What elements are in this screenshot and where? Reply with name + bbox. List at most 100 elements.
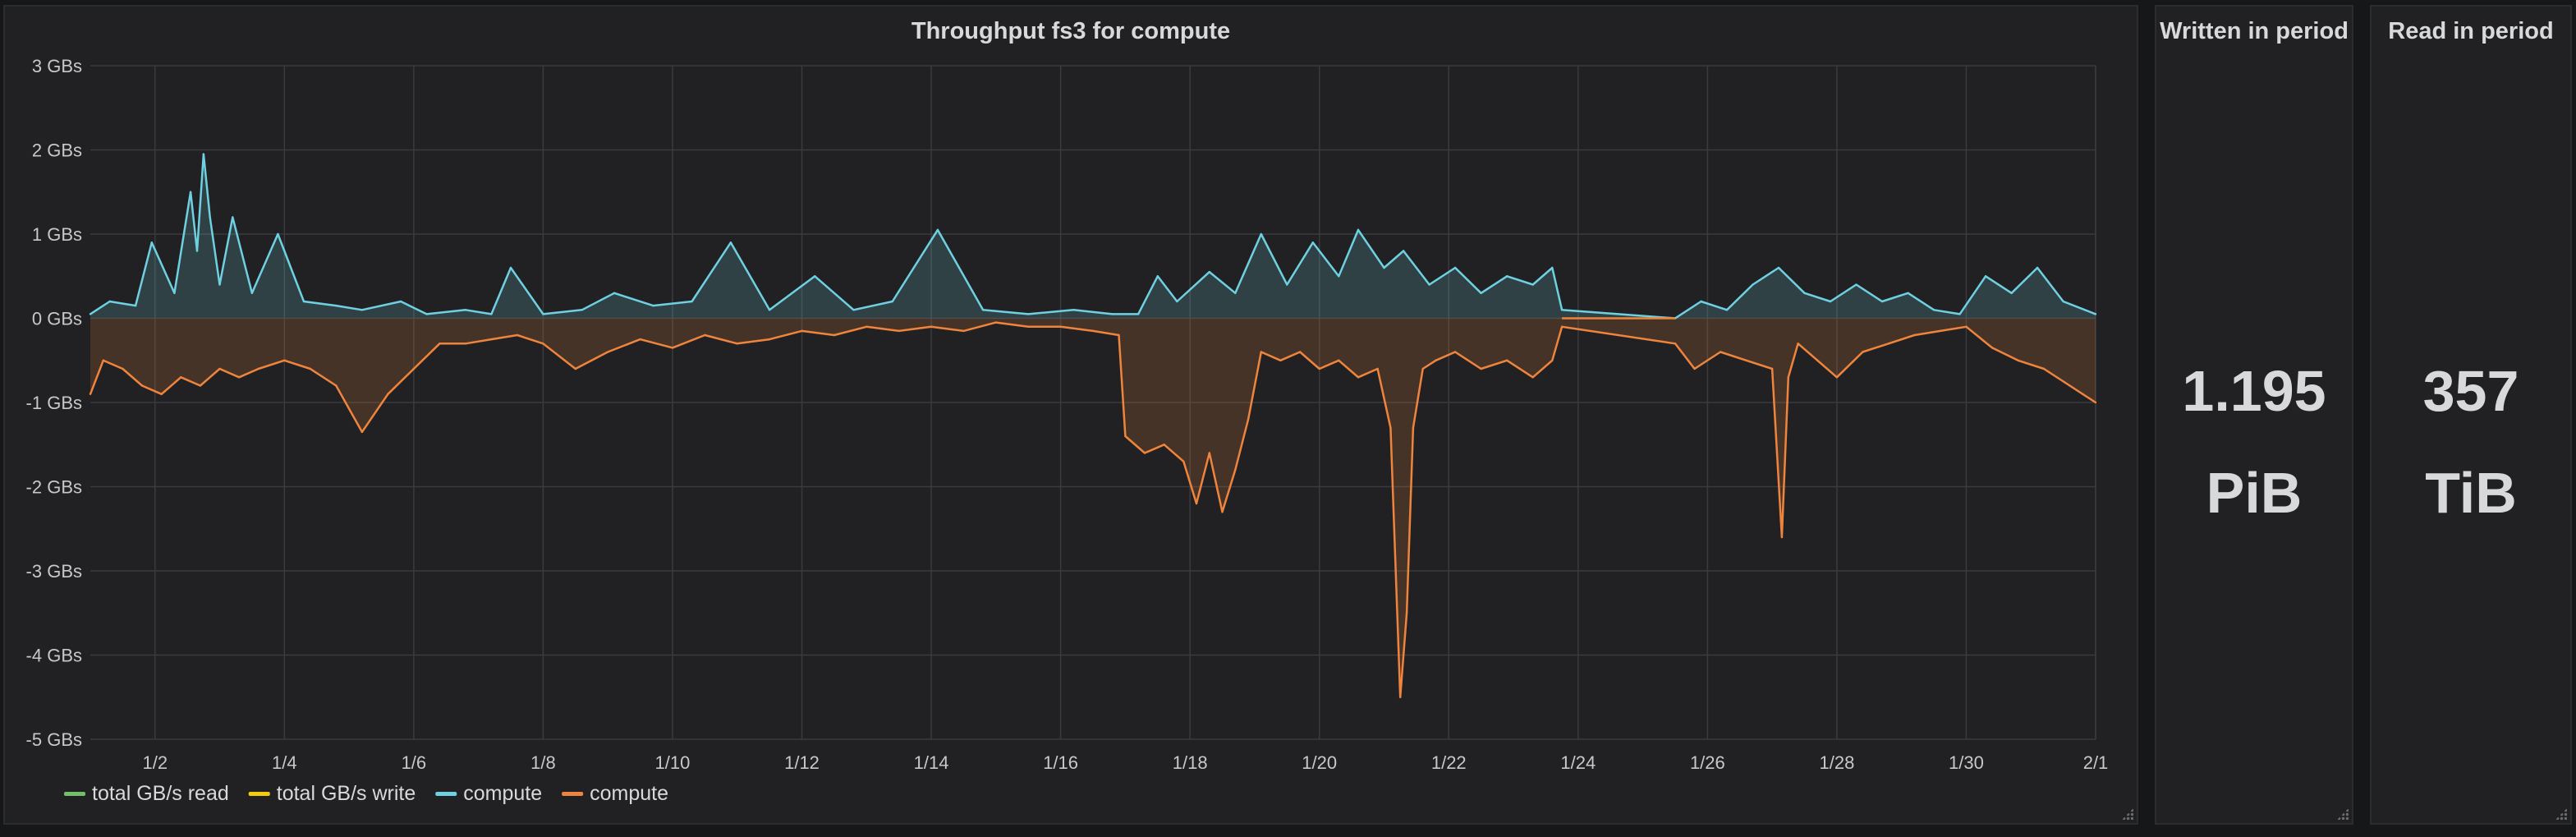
data-point <box>1182 460 1185 462</box>
data-point <box>768 309 771 311</box>
legend-item[interactable]: compute <box>435 782 542 805</box>
data-point <box>801 329 803 333</box>
data-point <box>729 241 732 244</box>
data-point <box>1453 351 1457 353</box>
data-point <box>1091 329 1095 333</box>
data-point <box>1111 313 1114 315</box>
series-line-read[interactable] <box>90 153 2096 320</box>
data-point <box>134 304 137 307</box>
data-point <box>1480 367 1482 370</box>
data-point <box>150 241 154 244</box>
data-point <box>302 300 305 303</box>
data-point <box>1428 283 1430 286</box>
data-point <box>1862 351 1864 353</box>
x-tick-label: 1/28 <box>1819 752 1854 773</box>
data-point <box>1965 325 1968 328</box>
data-point <box>335 384 337 387</box>
data-point <box>1143 452 1146 454</box>
data-point <box>581 309 583 311</box>
data-point <box>1880 300 1884 303</box>
data-point <box>1560 309 1564 311</box>
data-point <box>613 292 616 294</box>
y-tick-label: 0 GBs <box>32 309 82 329</box>
data-point <box>1560 325 1564 328</box>
data-point <box>1693 367 1696 370</box>
data-point <box>1286 283 1288 286</box>
data-point <box>1221 511 1224 513</box>
y-tick-label: -1 GBs <box>26 393 82 413</box>
legend-item[interactable]: total GB/s write <box>248 782 416 805</box>
data-point <box>1752 283 1754 286</box>
data-point <box>833 333 836 337</box>
data-point <box>1260 351 1263 353</box>
data-point <box>399 300 402 303</box>
data-point <box>1311 241 1315 244</box>
data-point <box>652 304 654 307</box>
data-point <box>1531 376 1534 379</box>
data-point <box>542 313 544 315</box>
data-point <box>89 393 92 395</box>
data-point <box>1958 313 1961 315</box>
x-tick-label: 1/6 <box>402 752 427 773</box>
data-point <box>1480 292 1482 294</box>
x-tick-label: 1/12 <box>784 752 820 773</box>
data-point <box>1435 359 1437 361</box>
x-tick-label: 1/18 <box>1173 752 1208 773</box>
data-point <box>1279 359 1282 361</box>
data-point <box>1719 351 1722 353</box>
x-tick-label: 1/20 <box>1302 752 1337 773</box>
data-point <box>1176 300 1178 303</box>
data-point <box>1797 343 1799 345</box>
data-point <box>768 338 771 341</box>
data-point <box>639 338 641 341</box>
resize-handle[interactable] <box>2555 808 2567 820</box>
x-tick-label: 1/10 <box>655 752 691 773</box>
stat-value: 1.195 <box>2182 359 2326 423</box>
data-point <box>1318 367 1320 370</box>
data-point <box>1745 359 1747 361</box>
data-point <box>1338 275 1340 278</box>
data-point <box>2094 401 2097 404</box>
data-point <box>180 376 182 379</box>
panel-title[interactable]: Throughput fs3 for compute <box>911 18 1231 44</box>
data-point <box>1932 309 1935 311</box>
data-point <box>1338 359 1340 361</box>
data-point <box>283 359 286 361</box>
data-point <box>1939 329 1942 333</box>
y-tick-label: -5 GBs <box>26 729 82 750</box>
data-point <box>412 367 416 370</box>
data-point <box>195 250 199 252</box>
data-point <box>1412 426 1415 429</box>
data-point <box>1787 376 1790 379</box>
data-point <box>1234 292 1237 294</box>
data-point <box>1027 313 1030 315</box>
legend-label: total GB/s write <box>277 782 416 805</box>
data-point <box>1453 266 1457 269</box>
data-point <box>237 376 241 379</box>
data-point <box>1835 376 1839 379</box>
data-point <box>1027 325 1030 328</box>
data-point <box>232 216 234 218</box>
throughput-panel: Throughput fs3 for compute 3 GBs 2 GBs 1 G… <box>3 5 2138 825</box>
data-point <box>490 313 493 315</box>
panel-title[interactable]: Read in period <box>2388 18 2554 44</box>
data-point <box>1118 333 1120 337</box>
legend-label: compute <box>590 782 668 805</box>
data-point <box>1195 502 1198 505</box>
resize-handle[interactable] <box>2337 808 2349 820</box>
data-point <box>1136 313 1140 315</box>
data-point <box>160 393 163 395</box>
data-point <box>1803 292 1806 294</box>
data-point <box>1551 266 1554 269</box>
panel-title[interactable]: Written in period <box>2160 18 2349 44</box>
data-point <box>852 309 855 311</box>
data-point <box>1777 266 1780 269</box>
data-point <box>122 367 124 370</box>
data-point <box>108 300 111 303</box>
legend-item[interactable]: total GB/s read <box>64 782 229 805</box>
data-point <box>1531 283 1534 286</box>
read-in-period-panel: Read in period 357 TiB <box>2370 5 2572 825</box>
data-point <box>930 325 933 328</box>
data-point <box>1913 333 1916 337</box>
legend-item[interactable]: compute <box>562 782 668 805</box>
